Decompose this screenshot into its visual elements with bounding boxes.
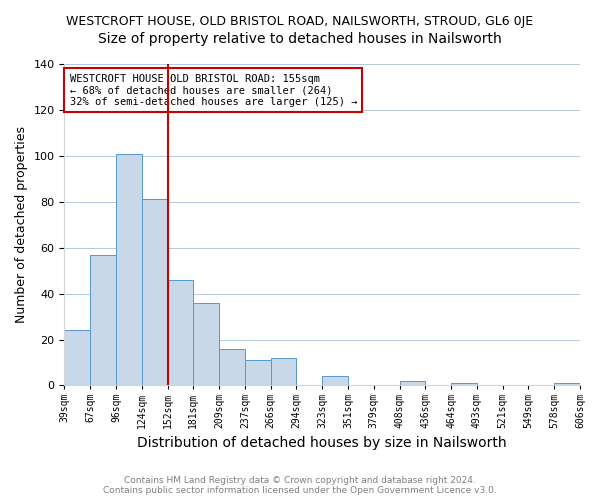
Text: Size of property relative to detached houses in Nailsworth: Size of property relative to detached ho… [98,32,502,46]
Bar [142,200,167,386]
Bar [322,376,348,386]
Bar [219,348,245,386]
Bar [451,383,477,386]
Y-axis label: Number of detached properties: Number of detached properties [15,126,28,323]
Bar [116,154,142,386]
Text: Contains HM Land Registry data © Crown copyright and database right 2024.
Contai: Contains HM Land Registry data © Crown c… [103,476,497,495]
Bar [400,381,425,386]
Bar [90,254,116,386]
Bar [193,303,219,386]
Bar [245,360,271,386]
Text: WESTCROFT HOUSE, OLD BRISTOL ROAD, NAILSWORTH, STROUD, GL6 0JE: WESTCROFT HOUSE, OLD BRISTOL ROAD, NAILS… [67,15,533,28]
Bar [554,383,580,386]
Bar [167,280,193,386]
Text: WESTCROFT HOUSE OLD BRISTOL ROAD: 155sqm
← 68% of detached houses are smaller (2: WESTCROFT HOUSE OLD BRISTOL ROAD: 155sqm… [70,74,357,107]
Bar [271,358,296,386]
Bar [64,330,90,386]
X-axis label: Distribution of detached houses by size in Nailsworth: Distribution of detached houses by size … [137,436,507,450]
